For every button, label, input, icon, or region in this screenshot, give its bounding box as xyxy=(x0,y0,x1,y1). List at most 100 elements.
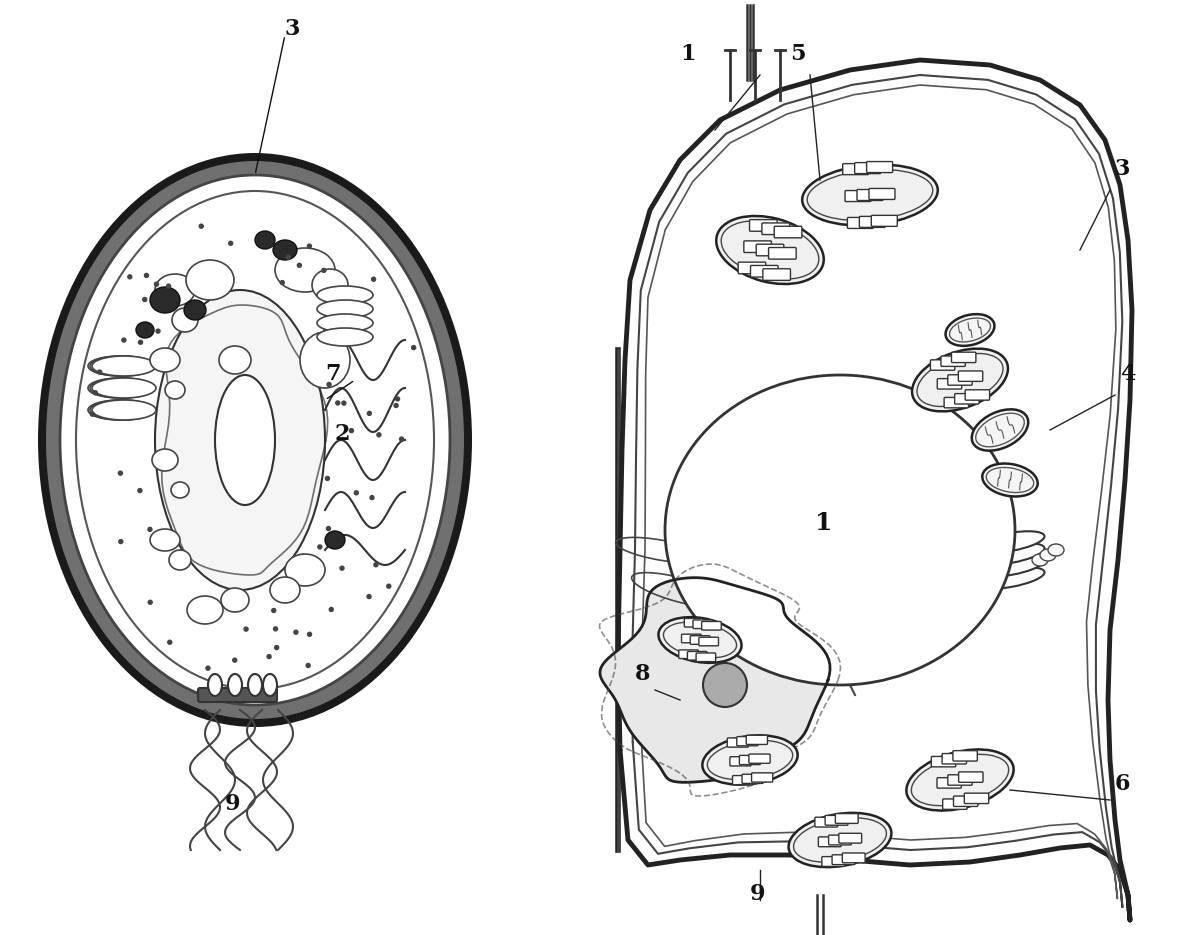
Ellipse shape xyxy=(220,346,251,374)
FancyBboxPatch shape xyxy=(835,813,858,824)
Ellipse shape xyxy=(317,328,373,346)
FancyBboxPatch shape xyxy=(742,774,763,784)
FancyBboxPatch shape xyxy=(953,751,977,761)
Circle shape xyxy=(396,397,400,401)
FancyBboxPatch shape xyxy=(738,262,766,274)
Text: 2: 2 xyxy=(335,423,350,445)
FancyBboxPatch shape xyxy=(698,638,719,646)
Ellipse shape xyxy=(317,314,373,332)
FancyBboxPatch shape xyxy=(859,216,886,227)
Circle shape xyxy=(148,527,152,531)
FancyBboxPatch shape xyxy=(690,636,710,644)
Ellipse shape xyxy=(702,735,798,784)
FancyBboxPatch shape xyxy=(943,798,967,810)
Ellipse shape xyxy=(90,400,154,420)
FancyBboxPatch shape xyxy=(857,190,883,200)
Ellipse shape xyxy=(90,356,154,376)
Circle shape xyxy=(372,278,376,281)
FancyBboxPatch shape xyxy=(965,390,990,400)
Circle shape xyxy=(325,477,330,481)
FancyBboxPatch shape xyxy=(730,756,751,766)
Circle shape xyxy=(377,433,380,437)
FancyBboxPatch shape xyxy=(756,244,784,256)
Ellipse shape xyxy=(215,375,275,505)
Circle shape xyxy=(367,411,371,415)
FancyBboxPatch shape xyxy=(955,394,979,404)
Circle shape xyxy=(206,667,210,670)
Ellipse shape xyxy=(972,410,1028,451)
Circle shape xyxy=(128,275,132,279)
Circle shape xyxy=(298,264,301,267)
FancyBboxPatch shape xyxy=(762,223,790,235)
Circle shape xyxy=(233,658,236,662)
Ellipse shape xyxy=(155,274,194,306)
Ellipse shape xyxy=(270,577,300,603)
Ellipse shape xyxy=(155,290,325,590)
FancyBboxPatch shape xyxy=(818,837,841,847)
FancyBboxPatch shape xyxy=(744,241,772,252)
Circle shape xyxy=(329,608,334,611)
Ellipse shape xyxy=(228,674,242,696)
Circle shape xyxy=(336,401,340,405)
FancyBboxPatch shape xyxy=(952,352,976,363)
Circle shape xyxy=(287,255,290,259)
Ellipse shape xyxy=(92,356,156,376)
FancyBboxPatch shape xyxy=(944,397,968,408)
Ellipse shape xyxy=(88,356,152,376)
Ellipse shape xyxy=(983,464,1038,496)
FancyBboxPatch shape xyxy=(763,268,791,280)
Circle shape xyxy=(229,241,233,245)
Circle shape xyxy=(400,437,403,441)
FancyBboxPatch shape xyxy=(959,772,983,783)
Circle shape xyxy=(275,645,278,650)
Ellipse shape xyxy=(1040,549,1056,561)
Circle shape xyxy=(138,340,143,344)
Circle shape xyxy=(306,664,310,668)
FancyBboxPatch shape xyxy=(832,855,854,865)
Circle shape xyxy=(138,489,142,493)
Ellipse shape xyxy=(263,674,277,696)
FancyBboxPatch shape xyxy=(869,189,895,199)
Ellipse shape xyxy=(92,400,156,420)
FancyBboxPatch shape xyxy=(737,737,758,746)
Ellipse shape xyxy=(92,378,156,398)
FancyBboxPatch shape xyxy=(768,248,796,259)
Circle shape xyxy=(143,297,146,301)
FancyBboxPatch shape xyxy=(842,164,869,175)
Circle shape xyxy=(268,654,271,658)
Circle shape xyxy=(349,428,354,433)
FancyBboxPatch shape xyxy=(941,356,965,367)
Circle shape xyxy=(386,584,391,588)
Ellipse shape xyxy=(38,153,472,727)
Ellipse shape xyxy=(221,588,250,612)
Ellipse shape xyxy=(256,231,275,249)
Circle shape xyxy=(354,491,359,495)
Circle shape xyxy=(703,663,746,707)
Circle shape xyxy=(326,526,330,530)
FancyBboxPatch shape xyxy=(774,226,802,237)
Ellipse shape xyxy=(803,165,937,225)
Text: 5: 5 xyxy=(790,43,805,65)
Ellipse shape xyxy=(716,216,823,284)
Circle shape xyxy=(294,630,298,634)
Circle shape xyxy=(307,632,312,637)
FancyBboxPatch shape xyxy=(696,653,715,662)
Ellipse shape xyxy=(659,617,742,663)
Ellipse shape xyxy=(88,378,152,398)
Ellipse shape xyxy=(946,314,995,346)
FancyBboxPatch shape xyxy=(684,618,704,627)
FancyBboxPatch shape xyxy=(871,215,898,226)
Circle shape xyxy=(149,600,152,604)
Text: 1: 1 xyxy=(815,511,833,535)
Text: 7: 7 xyxy=(325,363,341,385)
Ellipse shape xyxy=(976,531,1044,553)
Circle shape xyxy=(168,640,172,644)
FancyBboxPatch shape xyxy=(727,738,749,747)
Ellipse shape xyxy=(665,375,1015,685)
Circle shape xyxy=(342,401,346,405)
Ellipse shape xyxy=(317,286,373,304)
Ellipse shape xyxy=(150,287,180,313)
FancyBboxPatch shape xyxy=(954,796,978,807)
FancyBboxPatch shape xyxy=(732,775,754,784)
FancyBboxPatch shape xyxy=(692,620,713,628)
